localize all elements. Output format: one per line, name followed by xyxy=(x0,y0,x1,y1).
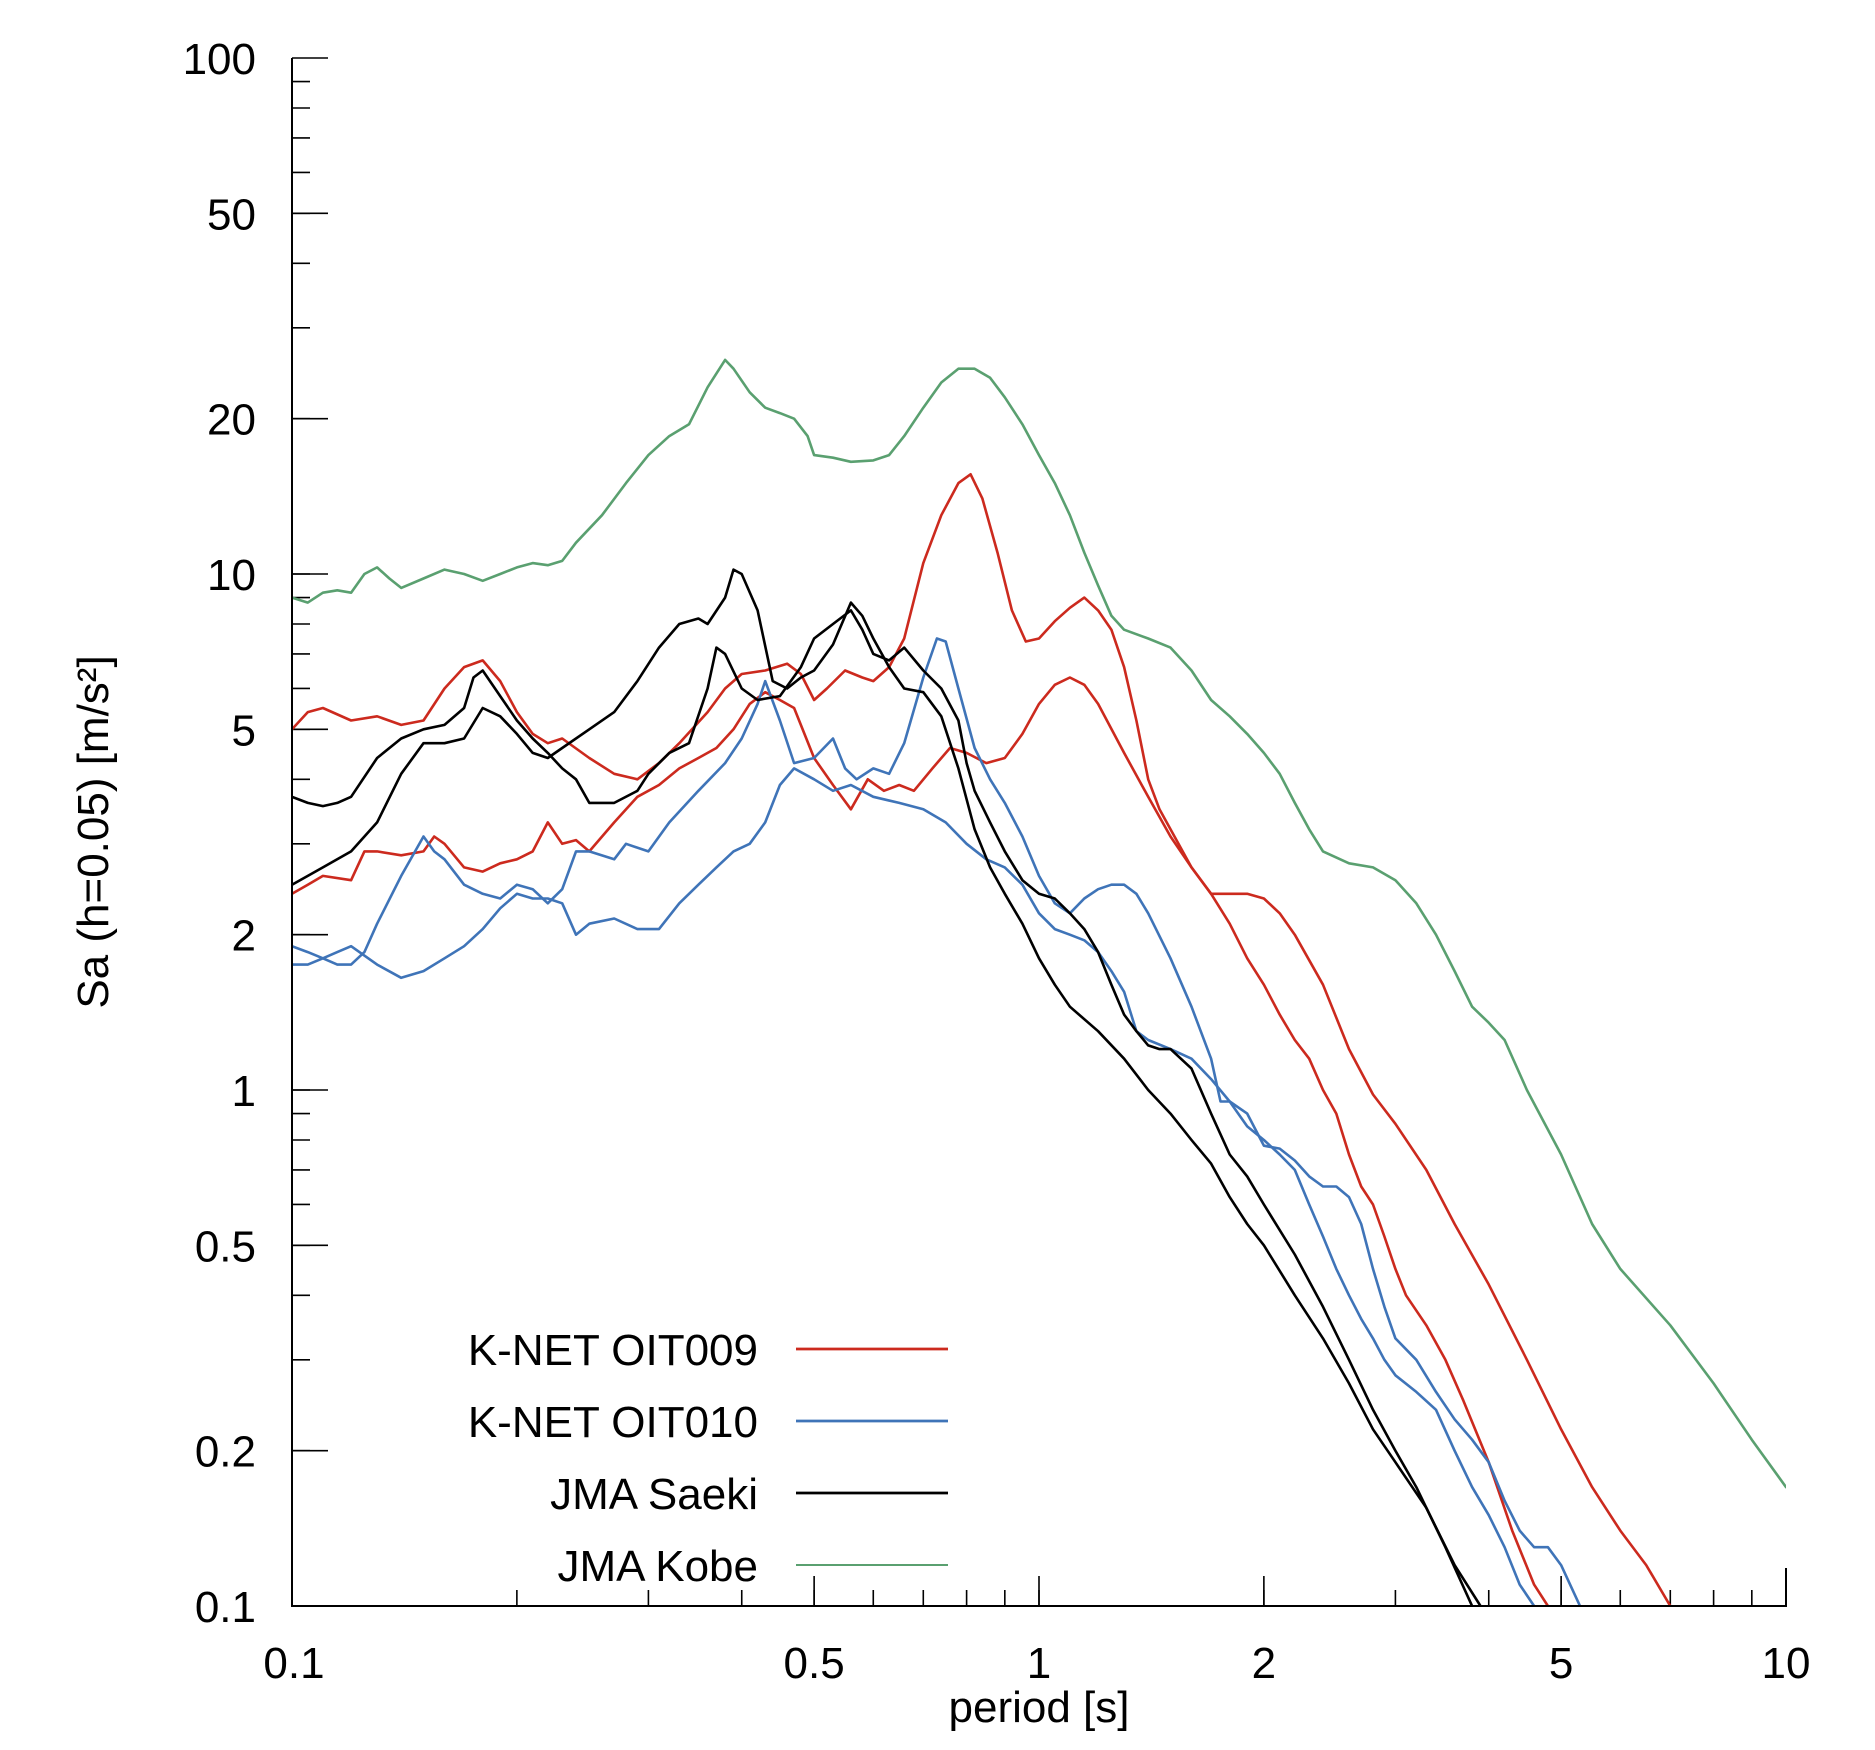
x-axis-title: period [s] xyxy=(949,1683,1130,1732)
tick-labels: 0.1 0.5 1 2 5 10 0.1 0.2 0.5 1 2 5 10 20 50 100 xyxy=(183,35,1811,1688)
y-tick-label: 20 xyxy=(207,396,256,445)
y-tick-label: 100 xyxy=(183,35,256,84)
y-axis-title: Sa (h=0.05) [m/s²] xyxy=(69,655,118,1008)
y-tick-label: 5 xyxy=(232,706,256,755)
legend-label: K-NET OIT009 xyxy=(468,1326,758,1375)
x-tick-label: 2 xyxy=(1252,1639,1276,1688)
legend: K-NET OIT009 K-NET OIT010 JMA Saeki JMA Kob… xyxy=(468,1326,948,1591)
y-tick-label: 0.1 xyxy=(195,1583,256,1632)
x-tick-label: 0.1 xyxy=(263,1639,324,1688)
series-line-2-2 xyxy=(292,767,1536,1606)
series-line-3-2 xyxy=(292,568,1482,1606)
x-tick-label: 0.5 xyxy=(784,1639,845,1688)
y-tick-label: 50 xyxy=(207,190,256,239)
y-tick-label: 2 xyxy=(232,912,256,961)
minor-ticks xyxy=(291,80,1753,1607)
series-line-1-1 xyxy=(292,472,1672,1606)
series-line-2-1 xyxy=(292,637,1582,1606)
x-tick-label: 1 xyxy=(1027,1639,1051,1688)
legend-label: K-NET OIT010 xyxy=(468,1398,758,1447)
x-tick-label: 5 xyxy=(1549,1639,1573,1688)
axes-frame xyxy=(291,58,1787,1607)
series-group xyxy=(292,358,1786,1606)
series-line-4-1 xyxy=(292,358,1786,1489)
y-tick-label: 0.2 xyxy=(195,1428,256,1477)
series-line-1-2 xyxy=(292,676,1550,1606)
series-line-3-1 xyxy=(292,609,1474,1606)
legend-label: JMA Saeki xyxy=(550,1470,758,1519)
x-tick-label: 10 xyxy=(1762,1639,1811,1688)
y-tick-label: 1 xyxy=(232,1067,256,1116)
y-tick-label: 10 xyxy=(207,551,256,600)
y-tick-label: 0.5 xyxy=(195,1222,256,1271)
legend-label: JMA Kobe xyxy=(557,1542,758,1591)
